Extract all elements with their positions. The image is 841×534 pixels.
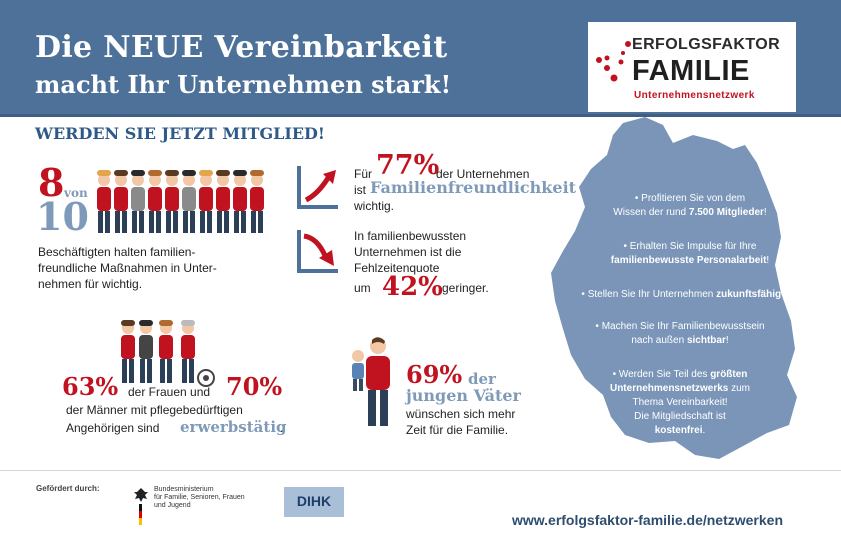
stat4-mid: der Frauen und	[128, 385, 211, 399]
stat3-end: geringer.	[442, 281, 489, 295]
stat1-text-line3: nehmen für wichtig.	[38, 277, 143, 291]
logo-dots-icon	[596, 41, 631, 82]
stat5-highlight: jungen Väter	[406, 386, 521, 405]
cta-heading: WERDEN SIE JETZT MITGLIED!	[35, 124, 325, 143]
map-benefit-4: • Machen Sie Ihr Familienbewusstsein nac…	[595, 321, 765, 346]
germany-map	[551, 117, 797, 459]
funded-by-label: Gefördert durch:	[36, 484, 100, 493]
employees-group-icon	[97, 170, 264, 233]
stat4-highlight: erwerbstätig	[180, 418, 287, 436]
stat5-line3: wünschen sich mehr	[406, 407, 516, 421]
stat1-number: 8	[38, 160, 65, 205]
father-child-icon	[352, 337, 390, 426]
stat2-end: wichtig.	[354, 199, 395, 213]
stat5-number: 69%	[406, 360, 463, 389]
stat2-ist: ist	[354, 183, 366, 197]
logo-line2: FAMILIE	[632, 55, 750, 87]
trend-up-icon	[297, 166, 338, 209]
stat5-der: der	[468, 370, 496, 388]
stat3-um: um	[354, 281, 371, 295]
footer-divider	[0, 470, 841, 471]
logo-line1: ERFOLGSFAKTOR	[632, 36, 781, 53]
map-benefit-3: • Stellen Sie Ihr Unternehmen zukunftsfä…	[581, 289, 801, 300]
dihk-logo[interactable]: DIHK	[284, 487, 344, 517]
stat3-line2: Unternehmen ist die	[354, 245, 462, 259]
stat2-post: der Unternehmen	[436, 167, 530, 181]
website-link[interactable]: www.erfolgsfaktor-familie.de/netzwerken	[512, 512, 783, 528]
map-benefit-5: • Werden Sie Teil des größten Unternehme…	[609, 369, 751, 436]
dihk-label: DIHK	[296, 493, 332, 509]
brand-logo[interactable]: ERFOLGSFAKTOR FAMILIE Unternehmensnetzwe…	[588, 22, 796, 112]
stat2-number: 77%	[376, 150, 440, 181]
stat4-line2: der Männer mit pflegebedürftigen	[66, 403, 243, 417]
stat4-number-men: 70%	[226, 372, 283, 401]
map-benefit-1: • Profitieren Sie von dem Wissen der run…	[613, 193, 767, 218]
stat2-highlight: Familienfreundlichkeit	[370, 178, 577, 197]
stat3-line1: In familienbewussten	[354, 229, 467, 243]
stat3-line3: Fehlzeitenquote	[354, 261, 440, 275]
map-benefit-2: • Erhalten Sie Impulse für Ihre familien…	[610, 241, 770, 266]
stat1-von: von	[64, 186, 88, 200]
stat5-line4: Zeit für die Familie.	[406, 423, 509, 437]
page-subtitle: macht Ihr Unternehmen stark!	[35, 70, 452, 99]
ministry-logo[interactable]	[132, 486, 150, 531]
stat1-text-line2: freundliche Maßnahmen in Unter-	[38, 261, 217, 275]
stat1-text-line1: Beschäftigten halten familien-	[38, 245, 196, 259]
stat3-number: 42%	[382, 272, 443, 302]
stat1-total: 10	[36, 194, 89, 239]
stat4-number-women: 63%	[62, 372, 119, 401]
stat4-dot: .	[280, 421, 284, 435]
eagle-flag-icon	[134, 488, 148, 525]
ministry-name: Bundesministerium für Familie, Senioren,…	[154, 486, 245, 509]
family-caregivers-icon	[121, 320, 215, 387]
stat4-line3: Angehörigen sind	[66, 421, 160, 435]
trend-down-icon	[297, 230, 338, 273]
logo-line3: Unternehmensnetzwerk	[634, 90, 755, 101]
stat2-pre: Für	[354, 167, 372, 181]
page-title: Die NEUE Vereinbarkeit	[35, 30, 448, 65]
